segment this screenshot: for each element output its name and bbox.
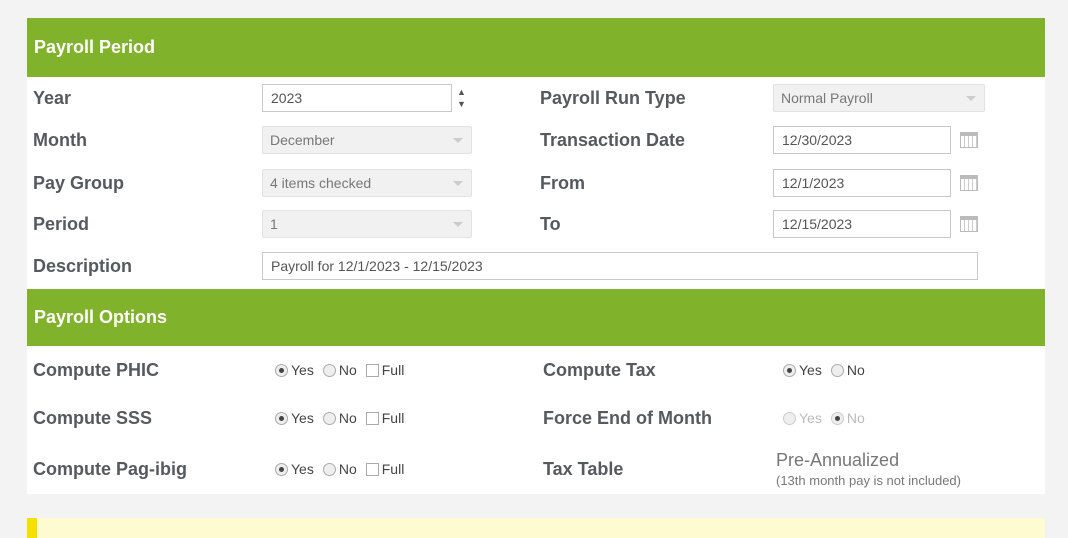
year-input[interactable]: 2023 (262, 84, 452, 112)
notice-bar (27, 518, 1045, 538)
no-label: No (846, 410, 865, 426)
yes-label: Yes (291, 410, 314, 426)
sss-label: Compute SSS (33, 408, 153, 428)
to-date-input[interactable]: 12/15/2023 (773, 210, 951, 238)
to-label: To (540, 214, 561, 234)
sss-full-checkbox[interactable] (365, 411, 379, 425)
run-type-label: Payroll Run Type (540, 88, 686, 108)
yes-label: Yes (799, 362, 822, 378)
period-label: Period (33, 214, 90, 234)
tax-no-radio[interactable] (830, 363, 844, 377)
phic-full-checkbox[interactable] (365, 363, 379, 377)
month-label: Month (33, 130, 87, 150)
yes-label: Yes (291, 461, 314, 477)
tax-table-label: Tax Table (543, 459, 624, 479)
yes-label: Yes (291, 362, 314, 378)
period-select[interactable]: 1 (262, 210, 472, 238)
pagibig-options: Yes No Full (275, 461, 404, 477)
pay-group-select[interactable]: 4 items checked (262, 169, 472, 197)
calendar-icon[interactable] (960, 175, 978, 191)
eom-options: Yes No (783, 410, 865, 426)
month-select[interactable]: December (262, 126, 472, 154)
section-title: Payroll Period (34, 37, 156, 57)
phic-label: Compute PHIC (33, 360, 159, 380)
from-date-input[interactable]: 12/1/2023 (773, 169, 951, 197)
chevron-down-icon (966, 96, 976, 101)
run-type-select[interactable]: Normal Payroll (773, 84, 985, 112)
tax-options: Yes No (783, 362, 865, 378)
eom-label: Force End of Month (543, 408, 712, 428)
payroll-period-header: Payroll Period (27, 18, 1045, 77)
chevron-down-icon (453, 138, 463, 143)
no-label: No (338, 461, 357, 477)
no-label: No (338, 362, 357, 378)
description-input[interactable]: Payroll for 12/1/2023 - 12/15/2023 (262, 252, 978, 280)
pay-group-value: 4 items checked (270, 175, 372, 191)
tax-yes-radio[interactable] (783, 363, 796, 377)
calendar-icon[interactable] (960, 132, 978, 148)
full-label: Full (381, 410, 405, 426)
transaction-date-label: Transaction Date (540, 130, 686, 150)
tax-table-value: Pre-Annualized (776, 450, 900, 470)
full-label: Full (381, 362, 405, 378)
no-label: No (846, 362, 865, 378)
pagibig-no-radio[interactable] (322, 462, 336, 476)
yes-label: Yes (799, 410, 822, 426)
chevron-down-icon (453, 181, 463, 186)
sss-no-radio[interactable] (322, 411, 336, 425)
transaction-date-input[interactable]: 12/30/2023 (773, 126, 951, 154)
no-label: No (338, 410, 357, 426)
run-type-value: Normal Payroll (781, 90, 873, 106)
description-label: Description (33, 256, 133, 276)
from-label: From (540, 173, 585, 193)
pagibig-label: Compute Pag-ibig (33, 459, 187, 479)
payroll-options-header: Payroll Options (27, 289, 1045, 346)
eom-yes-radio (783, 411, 796, 425)
year-label: Year (33, 88, 72, 108)
calendar-icon[interactable] (960, 216, 978, 232)
year-spinner[interactable]: ▲ ▼ (457, 87, 466, 109)
full-label: Full (381, 461, 405, 477)
chevron-down-icon (453, 222, 463, 227)
section-title: Payroll Options (34, 307, 168, 327)
sss-yes-radio[interactable] (275, 411, 288, 425)
phic-options: Yes No Full (275, 362, 404, 378)
tax-label: Compute Tax (543, 360, 656, 380)
tax-table-note: (13th month pay is not included) (776, 473, 961, 488)
eom-no-radio (830, 411, 844, 425)
phic-no-radio[interactable] (322, 363, 336, 377)
sss-options: Yes No Full (275, 410, 404, 426)
pay-group-label: Pay Group (33, 173, 125, 193)
pagibig-full-checkbox[interactable] (365, 462, 379, 476)
pagibig-yes-radio[interactable] (275, 462, 288, 476)
phic-yes-radio[interactable] (275, 363, 288, 377)
period-value: 1 (270, 216, 278, 232)
month-value: December (270, 132, 335, 148)
